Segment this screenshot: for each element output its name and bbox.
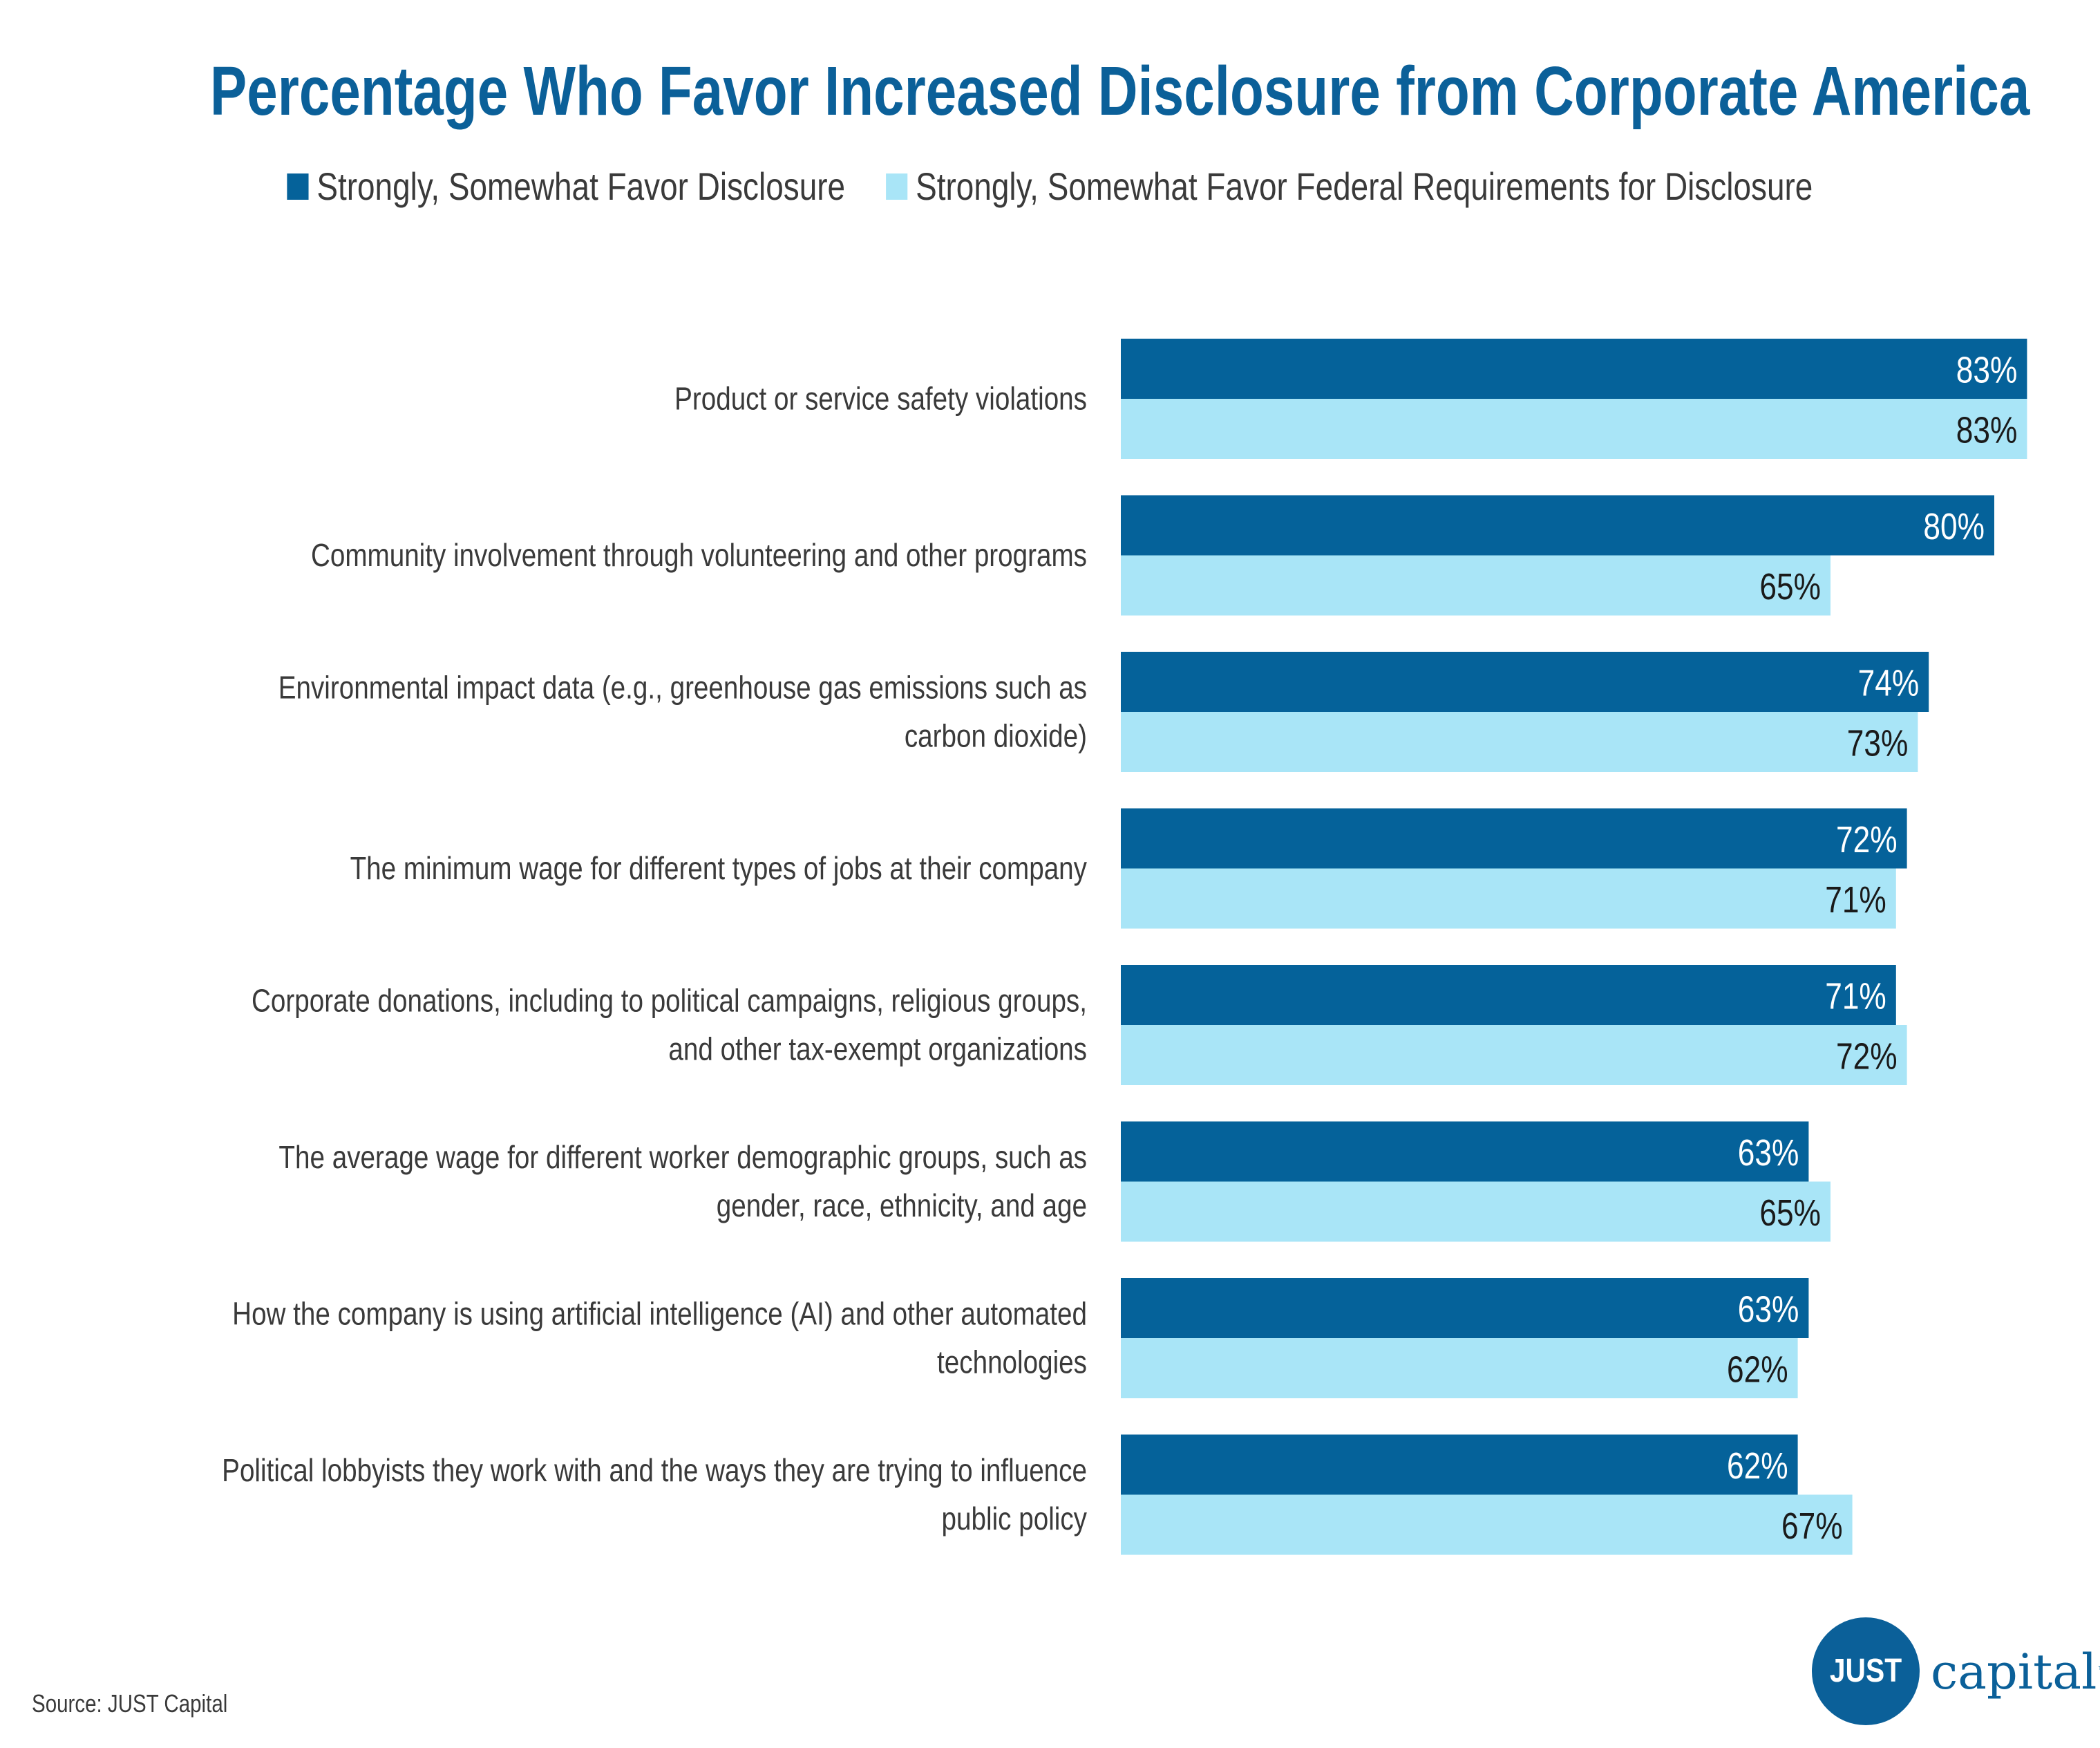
logo-trademark: ™ xyxy=(2097,1664,2100,1679)
logo-capital-text: capital™ xyxy=(1931,1641,2100,1703)
value-label-2-1: 65% xyxy=(1759,566,1821,608)
bar-1-6 xyxy=(1121,1278,1809,1338)
bar-1-1 xyxy=(1121,495,1994,556)
category-label-1-line-0: Community involvement through volunteeri… xyxy=(311,538,1087,573)
logo-circle xyxy=(1812,1617,1920,1725)
legend-item-series-2: Strongly, Somewhat Favor Federal Require… xyxy=(886,159,1813,214)
value-label-2-4: 72% xyxy=(1836,1035,1898,1077)
value-label-2-0: 83% xyxy=(1956,409,2018,451)
legend-item-series-1: Strongly, Somewhat Favor Disclosure xyxy=(287,159,845,214)
legend-label-series-1: Strongly, Somewhat Favor Disclosure xyxy=(316,165,846,208)
bar-2-1 xyxy=(1121,555,1831,616)
legend-swatch-series-1 xyxy=(287,173,309,200)
bar-2-5 xyxy=(1121,1181,1831,1242)
value-label-1-7: 62% xyxy=(1727,1445,1788,1487)
value-label-1-6: 63% xyxy=(1738,1288,1799,1330)
bar-2-6 xyxy=(1121,1338,1798,1398)
bar-2-3 xyxy=(1121,868,1896,929)
value-label-2-2: 73% xyxy=(1847,722,1909,764)
value-label-1-4: 71% xyxy=(1825,975,1886,1017)
value-label-2-7: 67% xyxy=(1781,1505,1843,1547)
bar-2-7 xyxy=(1121,1494,1853,1555)
just-capital-logo: JUST capital™ xyxy=(1812,1617,2100,1728)
legend-label-series-2: Strongly, Somewhat Favor Federal Require… xyxy=(916,165,1813,208)
value-label-1-2: 74% xyxy=(1858,662,1920,704)
category-label-5-line-0: The average wage for different worker de… xyxy=(278,1140,1087,1175)
value-label-1-0: 83% xyxy=(1956,349,2018,391)
legend: Strongly, Somewhat Favor Disclosure Stro… xyxy=(189,159,1911,214)
logo-just-text: JUST xyxy=(1829,1653,1902,1689)
category-label-7-line-0: Political lobbyists they work with and t… xyxy=(222,1453,1087,1488)
source-note: Source: JUST Capital xyxy=(32,1689,228,1718)
bar-1-4 xyxy=(1121,965,1896,1025)
bar-2-4 xyxy=(1121,1025,1907,1085)
legend-swatch-series-2 xyxy=(886,173,908,200)
bar-1-2 xyxy=(1121,652,1929,712)
value-label-1-3: 72% xyxy=(1836,819,1898,861)
category-label-6-line-0: How the company is using artificial inte… xyxy=(232,1297,1087,1332)
category-label-0-line-0: Product or service safety violations xyxy=(674,382,1087,417)
bar-2-0 xyxy=(1121,399,2027,459)
chart-title: Percentage Who Favor Increased Disclosur… xyxy=(209,53,2030,130)
category-label-4-line-0: Corporate donations, including to politi… xyxy=(252,984,1087,1019)
bar-1-7 xyxy=(1121,1434,1798,1495)
category-label-2-line-0: Environmental impact data (e.g., greenho… xyxy=(278,670,1087,706)
value-label-2-6: 62% xyxy=(1727,1348,1788,1390)
category-label-6-line-1: technologies xyxy=(937,1345,1087,1380)
value-label-1-1: 80% xyxy=(1923,506,1985,547)
bar-1-0 xyxy=(1121,339,2027,399)
value-label-2-5: 65% xyxy=(1759,1192,1821,1234)
value-label-2-3: 71% xyxy=(1825,879,1886,921)
value-label-1-5: 63% xyxy=(1738,1132,1799,1174)
category-label-7-line-1: public policy xyxy=(942,1501,1088,1536)
bar-1-3 xyxy=(1121,808,1907,869)
logo-capital-word: capital xyxy=(1931,1644,2097,1700)
bar-1-5 xyxy=(1121,1121,1809,1182)
category-label-5-line-1: gender, race, ethnicity, and age xyxy=(717,1188,1087,1223)
category-label-2-line-1: carbon dioxide) xyxy=(905,719,1087,754)
category-label-4-line-1: and other tax-exempt organizations xyxy=(668,1032,1087,1067)
category-label-3-line-0: The minimum wage for different types of … xyxy=(350,851,1088,886)
bar-2-2 xyxy=(1121,712,1918,772)
